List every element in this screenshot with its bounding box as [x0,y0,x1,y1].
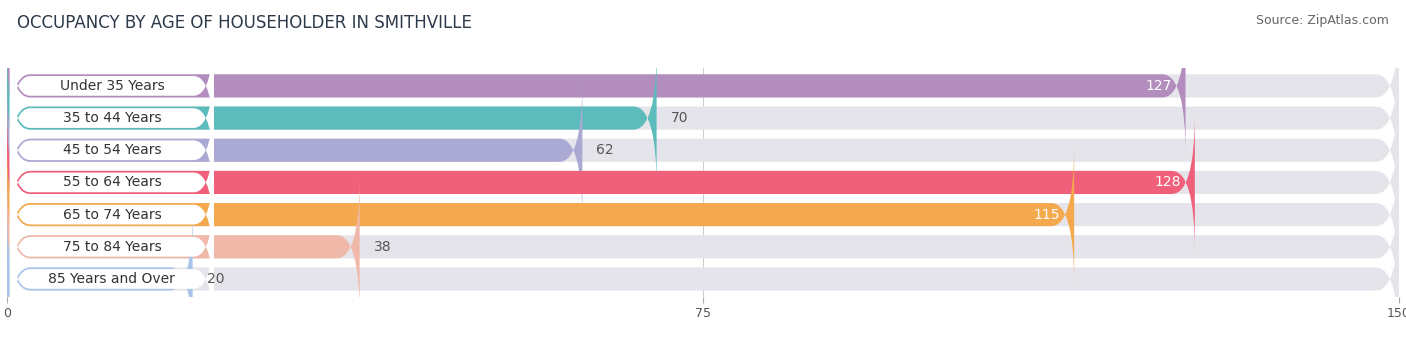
FancyBboxPatch shape [7,210,193,341]
FancyBboxPatch shape [10,89,214,211]
FancyBboxPatch shape [7,178,360,316]
FancyBboxPatch shape [7,146,1399,283]
FancyBboxPatch shape [10,218,214,340]
FancyBboxPatch shape [10,186,214,308]
FancyBboxPatch shape [7,49,1399,187]
Text: OCCUPANCY BY AGE OF HOUSEHOLDER IN SMITHVILLE: OCCUPANCY BY AGE OF HOUSEHOLDER IN SMITH… [17,14,472,32]
FancyBboxPatch shape [7,146,1074,283]
Text: 127: 127 [1146,79,1171,93]
FancyBboxPatch shape [7,114,1399,251]
Text: 55 to 64 Years: 55 to 64 Years [62,175,162,190]
Text: 20: 20 [207,272,224,286]
Text: 70: 70 [671,111,688,125]
FancyBboxPatch shape [7,178,1399,316]
Text: 85 Years and Over: 85 Years and Over [48,272,176,286]
FancyBboxPatch shape [7,81,1399,219]
Text: 65 to 74 Years: 65 to 74 Years [62,208,162,222]
FancyBboxPatch shape [10,121,214,243]
FancyBboxPatch shape [7,17,1185,155]
Text: 38: 38 [374,240,391,254]
FancyBboxPatch shape [10,25,214,147]
FancyBboxPatch shape [7,81,582,219]
Text: 128: 128 [1154,175,1181,190]
FancyBboxPatch shape [7,49,657,187]
Text: 35 to 44 Years: 35 to 44 Years [63,111,162,125]
Text: 45 to 54 Years: 45 to 54 Years [63,143,162,157]
Text: 115: 115 [1033,208,1060,222]
FancyBboxPatch shape [10,154,214,276]
FancyBboxPatch shape [7,210,1399,341]
Text: Source: ZipAtlas.com: Source: ZipAtlas.com [1256,14,1389,27]
Text: 75 to 84 Years: 75 to 84 Years [62,240,162,254]
Text: 62: 62 [596,143,614,157]
FancyBboxPatch shape [7,17,1399,155]
Text: Under 35 Years: Under 35 Years [59,79,165,93]
FancyBboxPatch shape [7,114,1195,251]
FancyBboxPatch shape [10,57,214,179]
